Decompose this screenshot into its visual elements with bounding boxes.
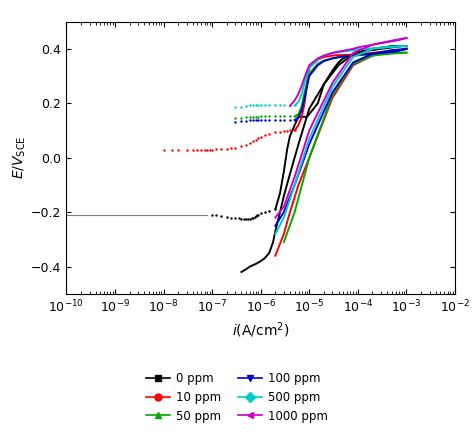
Y-axis label: $E/V_\mathrm{SCE}$: $E/V_\mathrm{SCE}$ [12,136,28,179]
Legend: 0 ppm, 10 ppm, 50 ppm, 100 ppm, 500 ppm, 1000 ppm: 0 ppm, 10 ppm, 50 ppm, 100 ppm, 500 ppm,… [143,368,331,426]
X-axis label: $i$(A/cm$^2$): $i$(A/cm$^2$) [232,321,290,340]
